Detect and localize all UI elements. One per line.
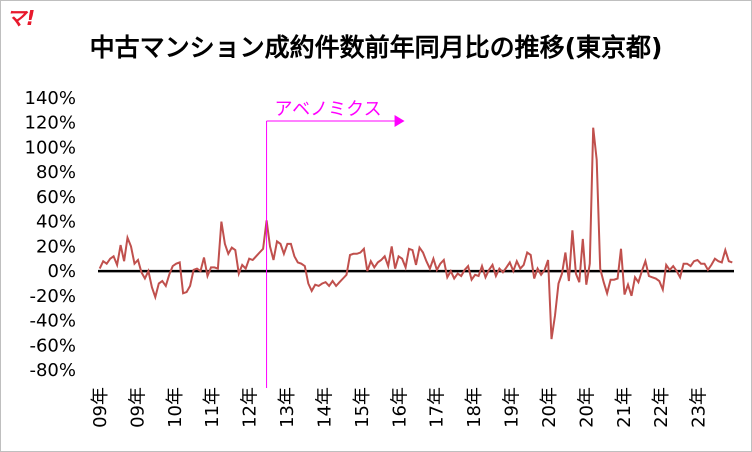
y-tick-label: 100% — [25, 137, 76, 158]
x-tick-label: 12年 — [240, 387, 261, 428]
series-line — [98, 127, 733, 340]
x-tick-label: 22年 — [651, 387, 672, 428]
y-tick-label: 80% — [36, 162, 76, 183]
x-tick-label: 11年 — [202, 387, 223, 428]
y-axis-ticks: 140% 120% 100% 80% 60% 40% 20% 0% -20% -40% -60% -8… — [25, 88, 76, 381]
y-tick-label: -60% — [29, 335, 76, 356]
x-tick-label: 13年 — [277, 387, 298, 428]
x-tick-label: 09年 — [127, 387, 148, 428]
x-tick-label: 20年 — [576, 387, 597, 428]
x-tick-label: 18年 — [464, 387, 485, 428]
y-tick-label: -40% — [29, 311, 76, 332]
x-tick-label: 10年 — [165, 387, 186, 428]
x-tick-label: 17年 — [427, 387, 448, 428]
x-tick-label: 14年 — [314, 387, 335, 428]
x-tick-label: 19年 — [502, 387, 523, 428]
y-tick-label: 40% — [36, 212, 76, 233]
y-tick-label: -80% — [29, 360, 76, 381]
x-tick-label: 23年 — [689, 387, 710, 428]
x-tick-label: 15年 — [352, 387, 373, 428]
x-tick-label: 09年 — [90, 387, 111, 428]
y-tick-label: 140% — [25, 88, 76, 109]
y-tick-label: 0% — [47, 261, 76, 282]
y-tick-label: -20% — [29, 286, 76, 307]
y-tick-label: 120% — [25, 113, 76, 134]
y-tick-label: 60% — [36, 187, 76, 208]
x-axis-ticks: 09年 09年 10年 11年 12年 13年 14年 15年 16年 17年 18年 19年 20年 2… — [90, 387, 710, 428]
y-tick-label: 20% — [36, 236, 76, 257]
annotation-label: アベノミクス — [275, 99, 382, 120]
x-tick-label: 21年 — [614, 387, 635, 428]
x-tick-label: 20年 — [539, 387, 560, 428]
annotation-arrow-head — [394, 115, 405, 127]
x-tick-label: 16年 — [389, 387, 410, 428]
brand-logo: マ! — [6, 6, 36, 30]
chart-title: 中古マンション成約件数前年同月比の推移(東京都) — [89, 33, 663, 62]
